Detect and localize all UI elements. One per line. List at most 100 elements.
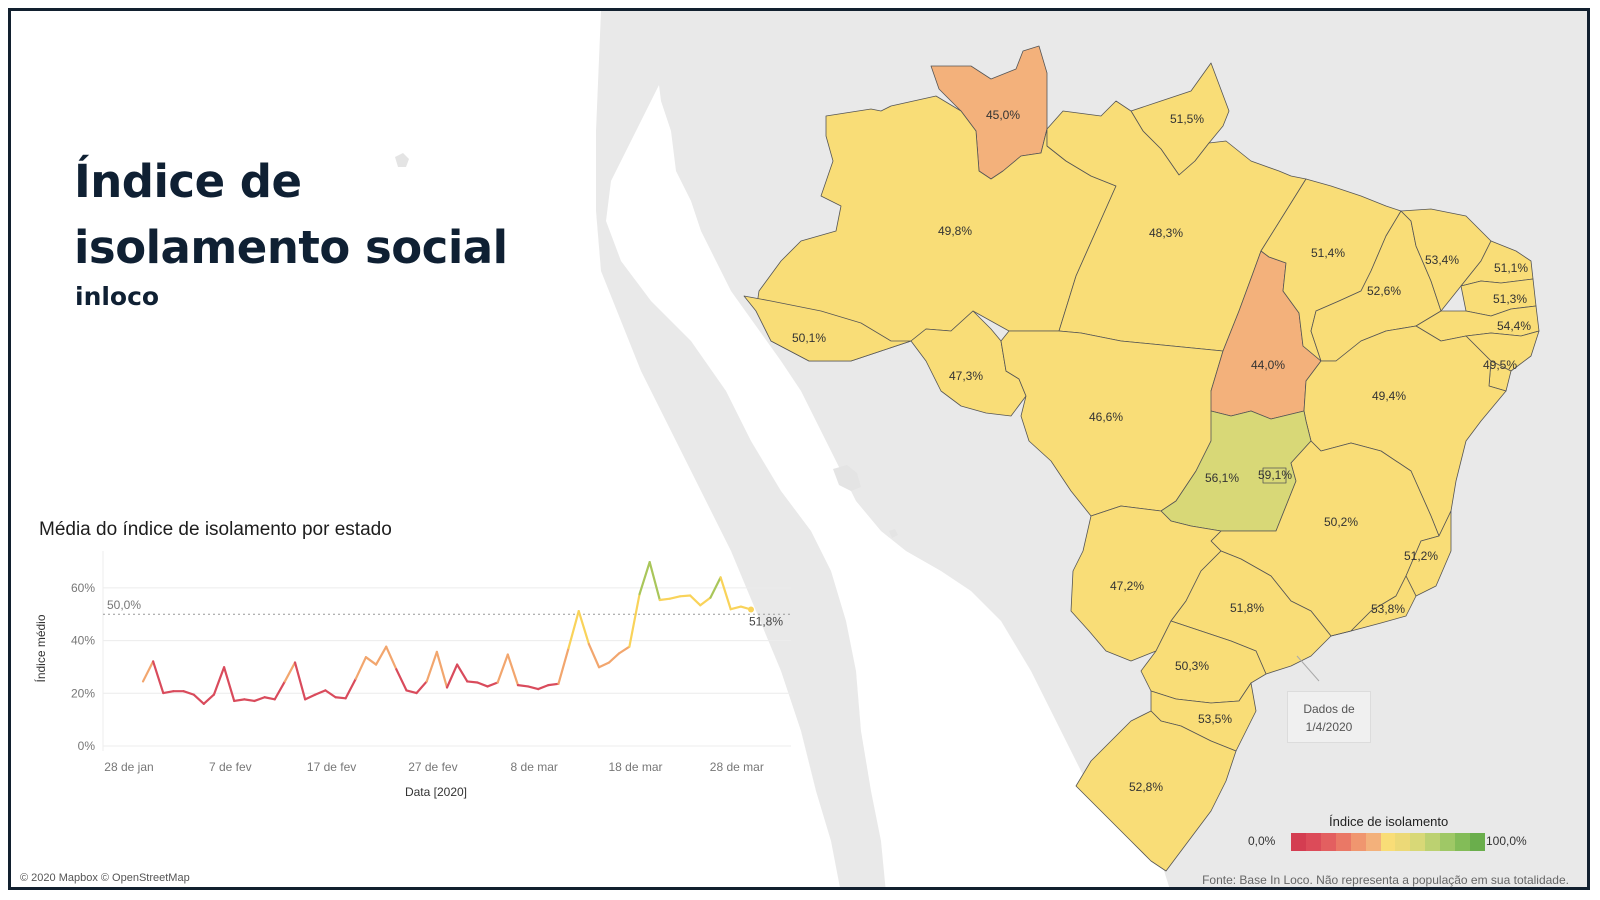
series-segment	[364, 656, 378, 666]
state-label-rj: 53,8%	[1371, 602, 1405, 616]
legend-swatch	[1470, 833, 1485, 851]
series-line[interactable]	[141, 560, 753, 705]
series-segment	[709, 576, 722, 599]
dashboard-frame: 45,0% 51,5% 49,8% 48,3% 50,1% 47,3% 46,6…	[8, 8, 1590, 890]
x-tick-label: 28 de jan	[104, 760, 153, 774]
island-galapagos	[395, 153, 409, 167]
series-segment	[162, 690, 175, 695]
series-segment	[537, 684, 550, 691]
series-segment	[476, 681, 489, 688]
state-label-rn: 51,1%	[1494, 261, 1528, 275]
series-segment	[334, 696, 347, 700]
island-small	[889, 529, 898, 538]
series-segment	[435, 650, 449, 689]
x-tick-label: 28 de mar	[710, 760, 764, 774]
state-label-rr: 45,0%	[986, 108, 1020, 122]
y-tick-label: 0%	[78, 739, 96, 753]
state-es[interactable]	[1405, 510, 1452, 597]
states-layer	[743, 45, 1540, 872]
date-note-line-2: 1/4/2020	[1305, 720, 1353, 734]
series-segment	[638, 560, 651, 596]
state-label-al: 49,5%	[1483, 358, 1517, 372]
state-label-sp: 51,8%	[1230, 601, 1264, 615]
series-segment	[192, 693, 205, 705]
state-label-ce: 53,4%	[1425, 253, 1459, 267]
state-df[interactable]	[1262, 467, 1287, 484]
state-label-rs: 52,8%	[1129, 780, 1163, 794]
legend-swatch	[1455, 833, 1471, 851]
legend-swatch	[1320, 833, 1336, 851]
brand-logo: inloco	[75, 282, 160, 311]
date-note-line-1: Dados de	[1303, 702, 1355, 716]
series-segment	[273, 680, 286, 701]
state-label-am: 49,8%	[938, 224, 972, 238]
series-segment	[506, 653, 520, 687]
series-segment	[466, 680, 479, 684]
series-segment	[243, 698, 256, 703]
source-note: Fonte: Base In Loco. Não representa a po…	[1202, 873, 1569, 887]
state-label-ms: 47,2%	[1110, 579, 1144, 593]
state-label-mt: 46,6%	[1089, 410, 1123, 424]
legend-swatch	[1410, 833, 1426, 851]
line-chart[interactable]: 0% 20% 40% 60% 28 de jan 7 de fev 17 de fev 27…	[31, 541, 791, 801]
series-segment	[608, 652, 621, 664]
title-line-1: Índice de	[74, 155, 302, 208]
series-segment	[456, 663, 469, 683]
series-segment	[233, 698, 246, 703]
state-rs[interactable]	[1075, 710, 1237, 872]
legend-swatch	[1305, 833, 1321, 851]
state-label-ac: 50,1%	[792, 331, 826, 345]
series-segment	[354, 656, 368, 680]
legend-max-label: 100,0%	[1486, 834, 1527, 848]
legend-min-label: 0,0%	[1248, 834, 1276, 848]
series-segment	[293, 661, 307, 701]
series-segment	[486, 681, 499, 688]
series-segment	[699, 596, 712, 607]
series-segment	[516, 684, 530, 688]
series-segment	[253, 696, 266, 703]
state-sp[interactable]	[1170, 550, 1332, 675]
y-axis-ticks: 0% 20% 40% 60%	[71, 581, 95, 753]
series-segment	[689, 594, 702, 607]
x-tick-label: 7 de fev	[209, 760, 252, 774]
page-title: Índice de isolamento social	[74, 149, 508, 281]
state-label-ma: 51,4%	[1311, 246, 1345, 260]
state-label-go: 56,1%	[1205, 471, 1239, 485]
legend-swatch	[1291, 833, 1306, 851]
state-rj[interactable]	[1330, 575, 1417, 637]
state-ac[interactable]	[743, 295, 912, 362]
state-label-pe: 54,4%	[1497, 319, 1531, 333]
series-segment	[557, 646, 570, 685]
series-segment	[344, 677, 357, 700]
legend-swatch	[1380, 833, 1396, 851]
legend-title: Índice de isolamento	[1329, 814, 1449, 829]
series-segment	[324, 689, 337, 699]
title-line-2: isolamento social	[74, 221, 508, 274]
series-segment	[719, 576, 732, 611]
series-segment	[567, 609, 580, 650]
last-point-label: 51,8%	[749, 615, 783, 629]
state-label-ap: 51,5%	[1170, 112, 1204, 126]
state-label-pa: 48,3%	[1149, 226, 1183, 240]
series-segment	[202, 693, 216, 705]
series-segment	[415, 680, 428, 695]
island-juan-fernandez	[833, 465, 861, 491]
brazil-map[interactable]: 45,0% 51,5% 49,8% 48,3% 50,1% 47,3% 46,6…	[11, 11, 1590, 890]
y-tick-label: 60%	[71, 581, 95, 595]
map-attribution[interactable]: © 2020 Mapbox © OpenStreetMap	[20, 872, 190, 884]
series-segment	[547, 682, 560, 687]
state-label-pi: 52,6%	[1367, 284, 1401, 298]
state-label-pb: 51,3%	[1493, 292, 1527, 306]
series-segment	[597, 661, 611, 669]
x-tick-label: 27 de fev	[408, 760, 457, 774]
x-axis-ticks: 28 de jan 7 de fev 17 de fev 27 de fev 8 de …	[104, 760, 764, 774]
series-segment	[648, 560, 661, 602]
state-pa[interactable]	[1046, 100, 1307, 352]
chart-grid	[102, 551, 791, 751]
series-segment	[182, 690, 195, 696]
series-segment	[729, 605, 742, 611]
series-segment	[304, 693, 317, 701]
x-tick-label: 18 de mar	[608, 760, 662, 774]
state-label-es: 51,2%	[1404, 549, 1438, 563]
last-point-marker[interactable]	[748, 606, 754, 613]
